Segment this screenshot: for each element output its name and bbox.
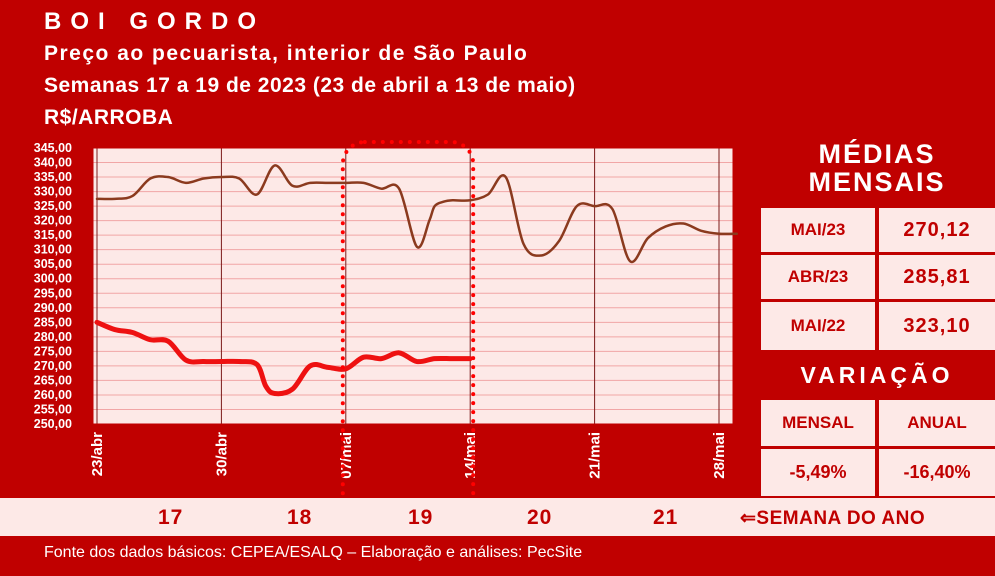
y-tick-label: 285,00 (34, 315, 72, 329)
chart-title: BOI GORDO (44, 8, 266, 35)
week-label-18: 18 (287, 506, 313, 529)
x-tick-label: 07/mai (338, 432, 355, 479)
header: BOI GORDO Preço ao pecuarista, interior … (0, 0, 995, 132)
line-chart: 250,00255,00260,00265,00270,00275,00280,… (34, 140, 739, 534)
y-tick-label: 280,00 (34, 330, 72, 344)
y-tick-label: 255,00 (34, 402, 72, 416)
y-tick-label: 300,00 (34, 272, 72, 286)
plot-background (93, 148, 733, 424)
y-tick-label: 310,00 (34, 243, 72, 257)
variation-title: VARIAÇÃO (800, 362, 954, 388)
monthly-averages-title-line2: MENSAIS (808, 167, 946, 197)
y-tick-label: 295,00 (34, 286, 72, 300)
variation-header-monthly: MENSAL (761, 400, 875, 446)
chart-period: Semanas 17 a 19 de 2023 (23 de abril a 1… (44, 74, 576, 97)
week-axis-label: ⇐SEMANA DO ANO (740, 507, 925, 530)
week-label-20: 20 (527, 506, 553, 529)
y-tick-label: 275,00 (34, 344, 72, 358)
y-tick-label: 265,00 (34, 373, 72, 387)
variation-value-monthly: -5,49% (761, 449, 875, 496)
chart-subtitle: Preço ao pecuarista, interior de São Pau… (44, 42, 529, 65)
week-band (0, 498, 995, 536)
monthly-averages-title: MÉDIAS MENSAIS (759, 140, 995, 196)
avg-label-1: ABR/23 (761, 255, 875, 299)
y-tick-label: 345,00 (34, 141, 72, 155)
week-axis-label-text: SEMANA DO ANO (756, 508, 926, 529)
y-tick-label: 320,00 (34, 214, 72, 228)
x-tick-label: 28/mai (711, 432, 728, 479)
y-tick-label: 335,00 (34, 170, 72, 184)
y-tick-label: 290,00 (34, 301, 72, 315)
y-tick-label: 260,00 (34, 388, 72, 402)
plot-border (92, 147, 734, 425)
y-tick-label: 305,00 (34, 257, 72, 271)
x-tick-label: 23/abr (89, 432, 106, 476)
variation-header-annual: ANUAL (879, 400, 995, 446)
y-tick-label: 270,00 (34, 359, 72, 373)
x-tick-label: 14/mai (462, 432, 479, 479)
y-tick-label: 330,00 (34, 185, 72, 199)
monthly-averages-title-line1: MÉDIAS (818, 139, 936, 169)
highlight-week-outline (340, 140, 476, 534)
avg-label-0: MAI/23 (761, 208, 875, 252)
chart-area: 250,00 255,00 260,00 265,00 270,00 275,00 280,… (0, 134, 757, 534)
series-line-previous-year (95, 164, 739, 264)
x-tick-label: 21/mai (587, 432, 604, 479)
avg-value-2: 323,10 (879, 302, 995, 350)
week-label-19: 19 (408, 506, 434, 529)
chart-unit: R$/ARROBA (44, 106, 174, 129)
avg-label-2: MAI/22 (761, 302, 875, 350)
week-label-17: 17 (158, 506, 184, 529)
side-panel: MÉDIAS MENSAIS MAI/23 270,12 ABR/23 285,… (759, 134, 995, 496)
x-tick-label: 30/abr (213, 432, 230, 476)
y-tick-label: 340,00 (34, 156, 72, 170)
y-tick-label: 250,00 (34, 417, 72, 431)
avg-value-0: 270,12 (879, 208, 995, 252)
y-tick-label: 315,00 (34, 228, 72, 242)
footer-source: Fonte dos dados básicos: CEPEA/ESALQ – E… (44, 544, 583, 561)
week-label-21: 21 (653, 506, 679, 529)
y-tick-label: 325,00 (34, 199, 72, 213)
series-line-current-year (94, 319, 473, 397)
avg-value-1: 285,81 (879, 255, 995, 299)
variation-value-annual: -16,40% (879, 449, 995, 496)
arrow-left-icon: ⇐ (740, 508, 757, 529)
